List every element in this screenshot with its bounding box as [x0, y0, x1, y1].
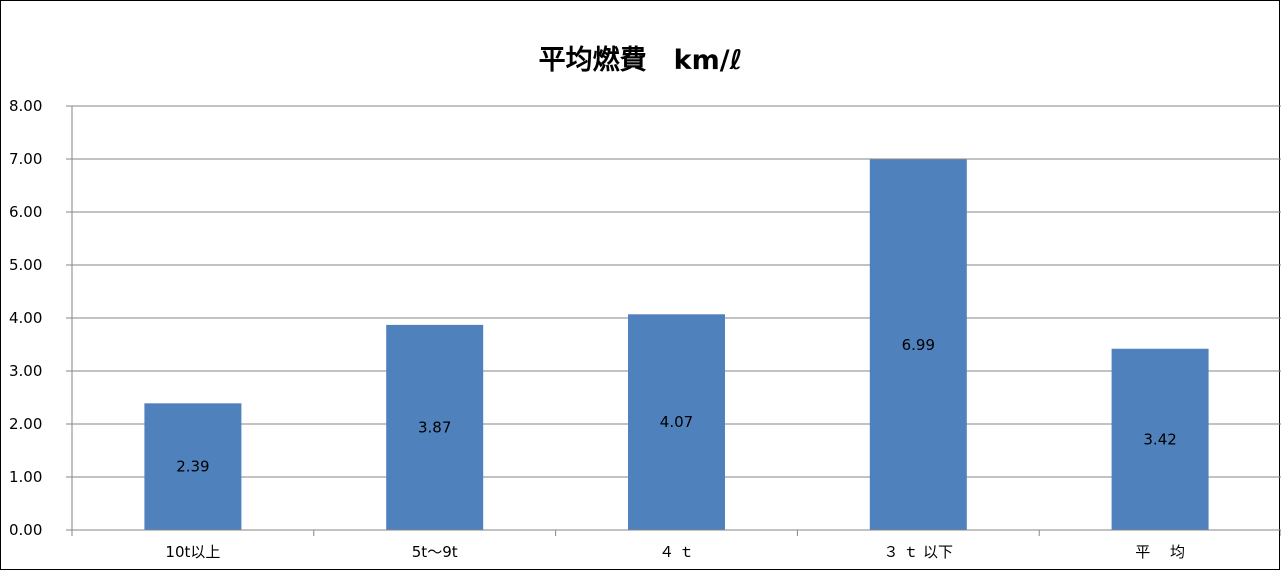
bar	[386, 324, 484, 530]
x-axis	[71, 106, 1281, 531]
y-axis-ticks: 0.00 1.00 2.00 3.00 4.00 5.00 6.00 7.00 8.00	[9, 97, 72, 539]
y-tick-label: 1.00	[9, 468, 42, 486]
y-tick-label: 5.00	[9, 256, 42, 274]
data-label: 4.07	[660, 413, 693, 431]
data-label: 3.87	[418, 418, 451, 436]
y-tick-label: 8.00	[9, 97, 42, 115]
x-tick-label: 平 均	[1135, 543, 1185, 561]
y-tick-label: 4.00	[9, 309, 42, 327]
x-axis-ticks: 10t以上 5t～9t ４ ｔ ３ ｔ 以下 平 均	[71, 530, 1281, 561]
bars: 2.39 3.87 4.07 6.99 3.42	[144, 159, 1209, 530]
x-tick-label: ３ ｔ 以下	[884, 543, 954, 561]
data-label: 2.39	[176, 458, 209, 476]
y-tick-label: 7.00	[9, 150, 42, 168]
bar	[1111, 348, 1209, 530]
y-tick-label: 3.00	[9, 362, 42, 380]
bar	[628, 314, 725, 530]
x-tick-label: 5t～9t	[412, 543, 458, 561]
y-tick-label: 6.00	[9, 203, 42, 221]
y-tick-label: 2.00	[9, 415, 42, 433]
y-tick-label: 0.00	[9, 521, 42, 539]
x-tick-label: 10t以上	[165, 543, 220, 561]
x-tick-label: ４ ｔ	[659, 543, 694, 561]
data-label: 3.42	[1143, 430, 1176, 448]
bar	[869, 159, 967, 530]
bar	[144, 403, 242, 530]
data-label: 6.99	[902, 336, 935, 354]
chart-title: 平均燃費 km/ℓ	[538, 45, 743, 76]
